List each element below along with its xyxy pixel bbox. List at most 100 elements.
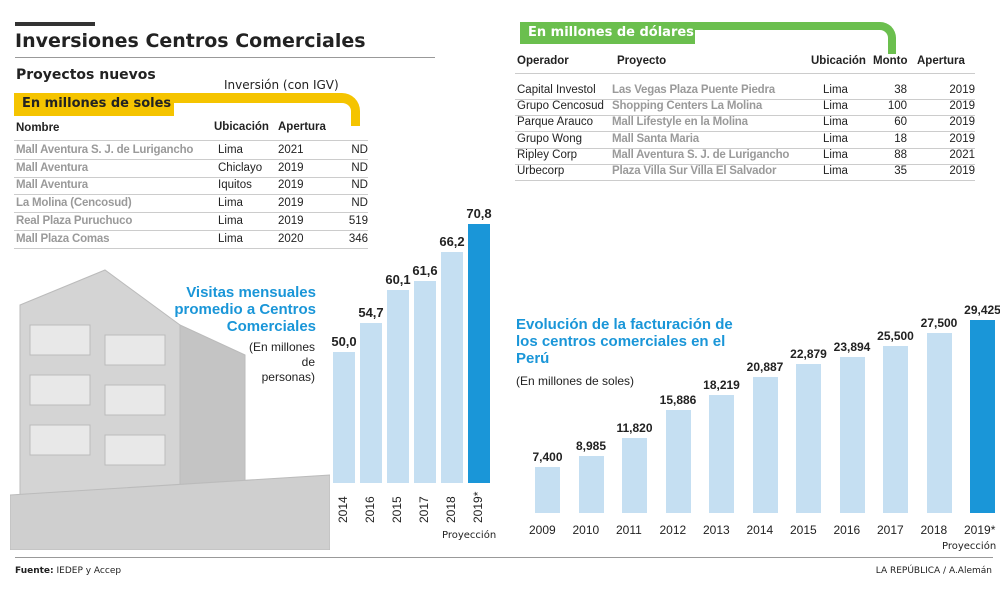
cell: ND <box>351 197 368 210</box>
value-label: 66,2 <box>439 234 465 250</box>
x-tick-label: 2018 <box>920 523 948 537</box>
cell: 2019 <box>949 84 975 96</box>
left-table-header: Nombre Ubicación Apertura <box>14 120 368 141</box>
chart1-note: Proyección <box>442 530 497 541</box>
cell: ND <box>351 144 368 156</box>
bar <box>333 352 355 483</box>
bar <box>665 410 691 513</box>
cell: Mall Aventura S. J. de Lurigancho <box>612 148 790 161</box>
cell: La Molina (Cencosud) <box>16 197 132 210</box>
col-ubicacion: Ubicación <box>811 55 866 67</box>
right-banner-bracket <box>690 22 896 54</box>
cell: 2019 <box>278 214 304 227</box>
value-label: 50,0 <box>331 334 357 349</box>
cell: 346 <box>348 232 368 245</box>
value-label: 8,985 <box>575 439 607 454</box>
cell: 2021 <box>278 144 304 156</box>
cell: Shopping Centers La Molina <box>612 100 763 113</box>
title-accent-bar <box>15 22 95 26</box>
table-row: Grupo Cencosud Shopping Centers La Molina… <box>515 98 975 117</box>
bar <box>468 224 490 483</box>
chart1-title: Visitas mensuales promedio a Centros Com… <box>174 284 316 335</box>
bar <box>360 323 382 483</box>
left-banner <box>14 93 174 116</box>
bar <box>387 289 409 483</box>
cell: 2019 <box>278 161 304 174</box>
cell: 2019 <box>949 132 975 145</box>
table-row: Mall Plaza Comas Lima 2020 346 <box>14 231 368 249</box>
left-banner-label: En millones de soles <box>22 96 172 111</box>
cell: Lima <box>218 232 243 245</box>
value-label: 22,879 <box>790 346 827 361</box>
table-row: Real Plaza Puruchuco Lima 2019 519 <box>14 213 368 231</box>
right-banner <box>520 22 695 44</box>
bar <box>883 346 908 513</box>
source-label: Fuente: <box>15 566 54 576</box>
bar <box>578 456 604 513</box>
cell: Real Plaza Puruchuco <box>16 214 133 227</box>
col-ubicacion: Ubicación <box>214 121 269 133</box>
chart1-subtitle: (En millones de personas) <box>248 340 315 384</box>
x-tick-label: 2016 <box>833 523 861 537</box>
cell: Lima <box>218 144 243 156</box>
left-table-body: Mall Aventura S. J. de Lurigancho Lima 202… <box>14 142 368 252</box>
table-row: Parque Arauco Mall Lifestyle en la Molina… <box>515 114 975 133</box>
cell: Lima <box>823 116 848 129</box>
cell: 100 <box>887 100 907 113</box>
x-tick-label: 2013 <box>703 523 730 537</box>
value-label: 7,400 <box>532 450 563 464</box>
table-row: Grupo Wong Mall Santa Maria Lima 18 2019 <box>515 131 975 149</box>
inversion-label: Inversión (con IGV) <box>224 78 339 92</box>
table-row: Capital Investol Las Vegas Plaza Puente P… <box>515 82 975 100</box>
x-tick-label: 2011 <box>616 523 642 537</box>
cell: Lima <box>823 165 848 177</box>
footer-source: Fuente: IEDEP y Accep <box>15 566 121 576</box>
table-row: La Molina (Cencosud) Lima 2019 ND <box>14 195 368 214</box>
left-subtitle: Proyectos nuevos <box>16 67 156 83</box>
value-label: 54,7 <box>358 305 384 321</box>
table-row: Mall Aventura Chiclayo 2019 ND <box>14 160 368 178</box>
cell: Mall Aventura S. J. de Lurigancho <box>16 144 194 156</box>
cell: Lima <box>823 132 848 145</box>
cell: ND <box>351 161 368 174</box>
cell: 18 <box>894 132 907 145</box>
right-banner-label: En millones de dólares <box>528 25 694 40</box>
bar <box>414 280 436 483</box>
cell: 519 <box>348 214 368 227</box>
cell: 60 <box>894 116 907 129</box>
bar <box>709 394 734 513</box>
x-tick-label: 2012 <box>659 523 687 537</box>
cell: Lima <box>823 84 848 96</box>
bar <box>622 437 647 513</box>
value-label: 61,6 <box>412 262 438 278</box>
cell: 2021 <box>949 148 975 161</box>
cell: Grupo Wong <box>517 132 582 145</box>
cell: Ripley Corp <box>517 148 578 161</box>
bar <box>796 363 821 513</box>
cell: Grupo Cencosud <box>517 100 604 113</box>
right-table-body: Capital Investol Las Vegas Plaza Puente P… <box>515 82 975 182</box>
bar <box>752 377 778 513</box>
value-label: 11,820 <box>616 420 653 435</box>
value-label: 20,887 <box>746 360 784 374</box>
cell: 2019 <box>278 197 304 210</box>
source-text: IEDEP y Accep <box>56 566 122 576</box>
table-row: Ripley Corp Mall Aventura S. J. de Luriga… <box>515 147 975 165</box>
bar <box>926 332 952 513</box>
bar <box>970 320 995 513</box>
x-tick-label: 2014 <box>746 523 774 537</box>
cell: 2019 <box>949 116 975 129</box>
cell: Lima <box>218 214 243 227</box>
cell: Parque Arauco <box>517 116 594 129</box>
col-proyecto: Proyecto <box>617 55 667 67</box>
bar <box>839 356 865 513</box>
divider <box>15 57 435 58</box>
cell: Mall Plaza Comas <box>16 232 110 245</box>
value-label: 15,886 <box>659 393 697 408</box>
bar <box>535 467 560 513</box>
value-label: 70,8 <box>466 206 492 222</box>
cell: 88 <box>894 148 907 161</box>
